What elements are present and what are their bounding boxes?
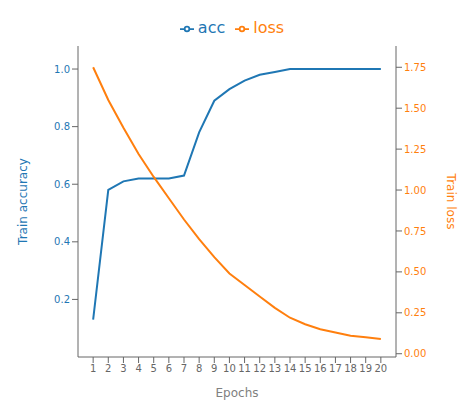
svg-text:0.75: 0.75 — [404, 226, 426, 237]
svg-text:3: 3 — [120, 363, 126, 374]
svg-text:1.0: 1.0 — [54, 64, 70, 75]
svg-text:17: 17 — [329, 363, 342, 374]
svg-text:2: 2 — [105, 363, 111, 374]
svg-text:Train loss: Train loss — [444, 173, 458, 230]
svg-text:12: 12 — [253, 363, 266, 374]
svg-text:0.00: 0.00 — [404, 348, 426, 359]
svg-text:1.75: 1.75 — [404, 62, 426, 73]
svg-text:1: 1 — [90, 363, 96, 374]
svg-text:0.2: 0.2 — [54, 294, 70, 305]
html-text:loss: loss — [253, 18, 285, 37]
svg-text:20: 20 — [374, 363, 387, 374]
svg-text:0.6: 0.6 — [54, 179, 70, 190]
svg-text:4: 4 — [135, 363, 141, 374]
svg-text:13: 13 — [268, 363, 281, 374]
svg-text:0.50: 0.50 — [404, 266, 426, 277]
svg-text:0.25: 0.25 — [404, 307, 426, 318]
svg-text:0.8: 0.8 — [54, 121, 70, 132]
svg-text:15: 15 — [299, 363, 312, 374]
svg-text:11: 11 — [238, 363, 251, 374]
svg-text:5: 5 — [151, 363, 157, 374]
svg-text:1.00: 1.00 — [404, 185, 426, 196]
svg-text:0.4: 0.4 — [54, 236, 70, 247]
svg-text:Epochs: Epochs — [216, 386, 259, 400]
svg-text:Train accuracy: Train accuracy — [16, 158, 30, 246]
svg-text:10: 10 — [223, 363, 236, 374]
svg-text:6: 6 — [166, 363, 172, 374]
svg-text:9: 9 — [211, 363, 217, 374]
svg-text:1.50: 1.50 — [404, 103, 426, 114]
html-text:acc: acc — [197, 18, 226, 37]
svg-text:7: 7 — [181, 363, 187, 374]
svg-text:8: 8 — [196, 363, 202, 374]
svg-text:1.25: 1.25 — [404, 144, 426, 155]
svg-text:14: 14 — [284, 363, 297, 374]
svg-text:18: 18 — [344, 363, 357, 374]
svg-text:16: 16 — [314, 363, 327, 374]
svg-text:19: 19 — [359, 363, 372, 374]
